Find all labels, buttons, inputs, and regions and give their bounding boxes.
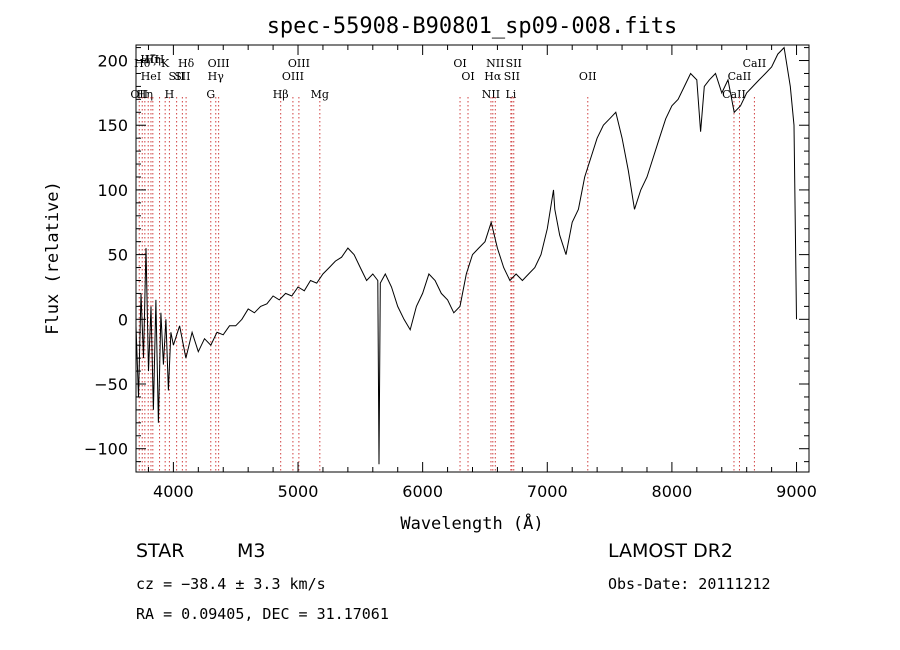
x-tick-label-5000: 5000 <box>278 482 319 501</box>
x-tick-label-8000: 8000 <box>652 482 693 501</box>
line-marker-label-26: SII <box>506 57 522 70</box>
observation-date: Obs-Date: 20111212 <box>608 575 771 593</box>
axis-ticks: 4000 5000 6000 7000 8000 9000 −100 −50 0 50 100 150… <box>84 45 817 501</box>
line-marker-label-14: OIII <box>208 57 230 70</box>
spectrum-line <box>135 46 797 465</box>
survey-label: LAMOST DR2 <box>608 540 733 562</box>
emission-line-markers: OIIHθHηHζHeIHηHKHSIISIIHδGHγOIIIHβOIIIOI… <box>130 53 766 472</box>
line-marker-label-28: CaII <box>722 88 746 101</box>
line-marker-label-13: Hγ <box>208 70 225 83</box>
line-marker-label-5: Hη <box>145 53 161 66</box>
line-marker-label-2: Hη <box>137 88 153 101</box>
y-tick-label--100: −100 <box>84 440 128 459</box>
line-marker-label-15: Hβ <box>273 88 289 101</box>
line-marker-label-11: Hδ <box>178 57 195 70</box>
line-marker-label-25: SII <box>504 70 520 83</box>
line-marker-label-18: Mg <box>311 88 329 101</box>
line-marker-label-10: SII <box>174 70 190 83</box>
redshift-velocity: cz = −38.4 ± 3.3 km/s <box>136 575 326 593</box>
object-subclass: M3 <box>237 540 266 562</box>
x-axis-label: Wavelength (Å) <box>400 512 543 534</box>
y-tick-label-200: 200 <box>97 52 128 71</box>
coordinates: RA = 0.09405, DEC = 31.17061 <box>136 605 389 623</box>
line-marker-label-22: Hα <box>484 70 502 83</box>
line-marker-label-20: OI <box>461 70 474 83</box>
line-marker-label-8: H <box>165 88 175 101</box>
line-marker-label-27: OII <box>579 70 597 83</box>
x-tick-label-7000: 7000 <box>527 482 568 501</box>
line-marker-label-30: CaII <box>743 57 767 70</box>
y-tick-label--50: −50 <box>94 375 128 394</box>
y-tick-label-150: 150 <box>97 116 128 135</box>
line-marker-label-23: NII <box>486 57 504 70</box>
line-marker-label-9: SII <box>169 70 185 83</box>
y-axis-label: Flux (relative) <box>43 181 63 335</box>
line-marker-label-4: HeI <box>141 70 161 83</box>
plot-frame <box>135 44 810 473</box>
line-marker-label-12: G <box>206 88 215 101</box>
line-marker-label-24: Li <box>505 88 516 101</box>
line-marker-label-16: OIII <box>282 70 304 83</box>
line-marker-label-7: K <box>161 57 170 70</box>
line-marker-label-3: Hζ <box>140 53 156 66</box>
y-tick-label-50: 50 <box>108 246 128 265</box>
line-marker-label-29: CaII <box>728 70 752 83</box>
chart-title: spec-55908-B90801_sp09-008.fits <box>267 14 678 39</box>
x-tick-label-9000: 9000 <box>776 482 817 501</box>
x-tick-label-4000: 4000 <box>153 482 194 501</box>
line-marker-label-19: OI <box>453 57 466 70</box>
line-marker-label-17: OIII <box>288 57 310 70</box>
line-marker-label-21: NII <box>482 88 500 101</box>
line-marker-label-6: H <box>155 53 165 66</box>
y-tick-label-0: 0 <box>118 310 128 329</box>
line-marker-label-0: OII <box>130 88 148 101</box>
x-tick-label-6000: 6000 <box>402 482 443 501</box>
y-tick-label-100: 100 <box>97 181 128 200</box>
object-class: STAR <box>136 540 185 562</box>
